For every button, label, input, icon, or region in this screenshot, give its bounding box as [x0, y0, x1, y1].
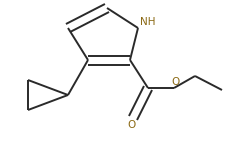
Text: O: O	[171, 77, 179, 87]
Text: NH: NH	[140, 17, 155, 27]
Text: O: O	[128, 120, 136, 130]
